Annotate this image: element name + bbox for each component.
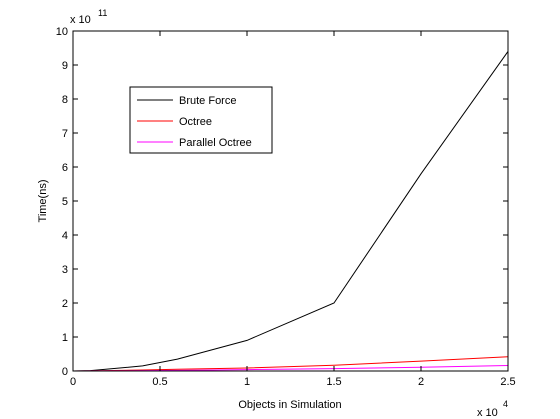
y-tick-label: 9 xyxy=(62,60,68,72)
legend-label-octree: Octree xyxy=(179,116,212,128)
ticks-layer: 0 0.5 1 1.5 2 2.5 0 1 2 3 4 5 6 7 8 9 10 xyxy=(56,26,516,388)
y-tick-label: 10 xyxy=(56,26,68,38)
x-tick-label: 0 xyxy=(70,376,76,388)
x-tick-label: 1 xyxy=(244,376,250,388)
series-line-brute-force xyxy=(72,51,509,372)
y-multiplier-exponent: 11 xyxy=(98,8,107,18)
y-tick-label: 3 xyxy=(62,264,68,276)
y-tick-label: 4 xyxy=(62,230,68,242)
legend-label-parallel-octree: Parallel Octree xyxy=(179,137,252,149)
x-tick-label: 1.5 xyxy=(326,376,341,388)
y-multiplier-base: x 10 xyxy=(70,14,91,26)
x-axis-label: Objects in Simulation xyxy=(238,399,341,411)
plot-frame xyxy=(72,30,509,372)
x-multiplier-base: x 10 xyxy=(477,407,498,419)
y-tick-label: 5 xyxy=(62,196,68,208)
y-tick-label: 7 xyxy=(62,128,68,140)
y-tick-label: 8 xyxy=(62,94,68,106)
legend-label-brute-force: Brute Force xyxy=(179,95,236,107)
y-axis-label: Time(ns) xyxy=(37,180,49,223)
x-tick-label: 0.5 xyxy=(152,376,167,388)
legend: Brute Force Octree Parallel Octree xyxy=(129,86,273,154)
x-multiplier-exponent: 4 xyxy=(503,399,508,409)
y-tick-label: 2 xyxy=(62,298,68,310)
y-tick-label: 6 xyxy=(62,162,68,174)
y-tick-label: 1 xyxy=(62,332,68,344)
x-tick-label: 2.5 xyxy=(500,376,515,388)
x-tick-label: 2 xyxy=(418,376,424,388)
y-tick-label: 0 xyxy=(62,366,68,378)
